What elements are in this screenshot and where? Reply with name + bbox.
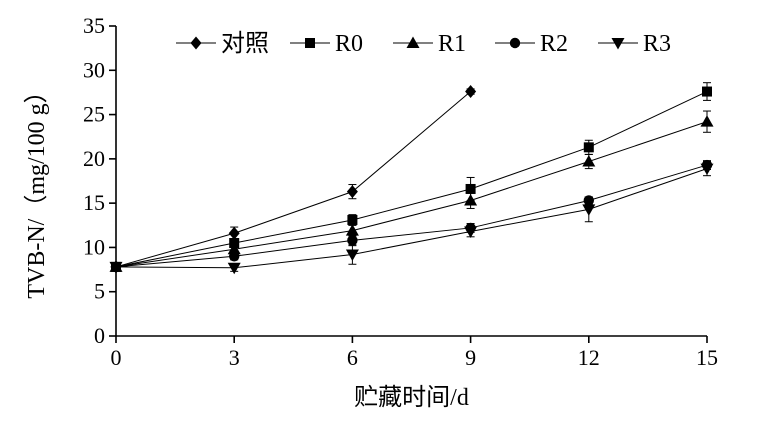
data-point [346,185,358,199]
x-axis-title: 贮藏时间/d [354,384,469,411]
legend-marker [611,38,625,50]
series-R3 [109,161,714,275]
legend-label: 对照 [221,30,269,57]
series-R1 [109,110,714,272]
y-tick-label: 25 [83,102,105,127]
y-tick-label: 20 [83,146,105,171]
data-point [582,155,596,167]
series-line [115,91,708,268]
y-tick-label: 0 [94,323,105,348]
legend-label: R3 [643,31,671,57]
data-point [700,115,714,127]
data-point [228,226,240,240]
series-line [115,164,708,268]
legend-label: R1 [438,31,466,57]
x-tick-label: 12 [578,345,600,370]
data-point [347,214,358,225]
y-tick-label: 10 [83,234,105,259]
data-point [345,224,359,236]
legend-item: R3 [598,31,671,57]
data-point [702,86,712,97]
legend-label: R2 [540,31,568,57]
data-point [229,251,240,262]
series-line [115,168,708,269]
x-tick-label: 15 [696,345,718,370]
series-layer [109,82,714,275]
series-line [115,121,708,268]
legend-marker [509,37,521,49]
series-对照 [110,85,477,274]
legend-label: R0 [335,31,363,57]
axis-ticks: 0 5 10 15 20 25 30 35 0 3 6 9 12 15 [83,13,718,370]
legend-item: R2 [495,31,568,57]
legend-marker [406,36,420,48]
legend-item: R0 [290,31,363,57]
x-tick-label: 0 [111,345,122,370]
data-point [700,163,714,176]
data-point [227,262,241,275]
x-tick-label: 3 [229,345,240,370]
legend-item: 对照 [176,30,269,57]
legend-marker [190,36,202,50]
x-tick-label: 9 [465,345,476,370]
data-point [347,235,358,246]
data-point [583,142,594,153]
y-tick-label: 5 [94,279,105,304]
y-tick-label: 30 [83,57,105,82]
legend: 对照 R0 R1 R2 R3 [176,30,671,57]
x-tick-label: 6 [347,345,358,370]
legend-item: R1 [393,31,466,57]
data-point [465,183,476,194]
series-R0 [111,82,712,272]
data-point [345,249,359,262]
axes [115,26,707,337]
data-point [109,261,123,274]
legend-marker [305,38,315,48]
data-point [227,242,241,255]
data-point [582,204,596,216]
series-line [115,91,471,268]
y-tick-label: 15 [83,190,105,215]
data-point [465,85,477,99]
y-tick-label: 35 [83,13,105,38]
y-axis-title: TVB-N/（mg/100 g） [24,79,50,298]
data-point [464,193,478,206]
data-point [464,226,478,238]
